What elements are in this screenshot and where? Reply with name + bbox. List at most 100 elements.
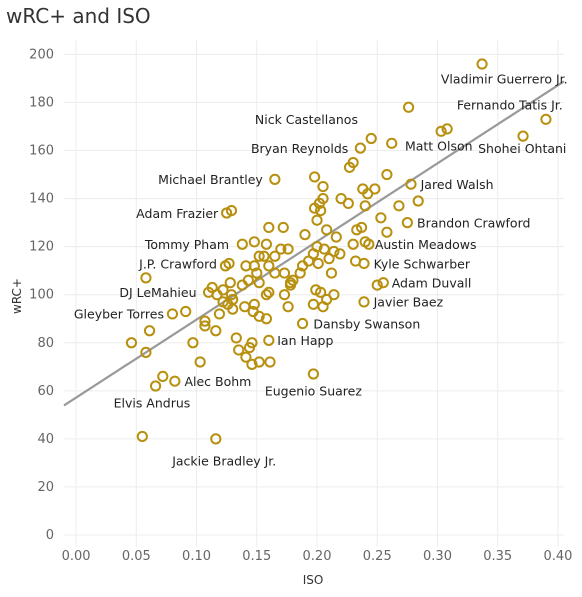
data-point[interactable]	[315, 205, 327, 217]
data-point[interactable]	[393, 200, 405, 212]
data-point[interactable]	[358, 257, 370, 270]
data-point[interactable]	[263, 286, 275, 298]
data-point[interactable]	[243, 341, 256, 354]
data-point[interactable]	[269, 267, 281, 279]
data-point[interactable]	[351, 224, 363, 236]
data-point[interactable]	[233, 344, 245, 356]
data-point[interactable]	[335, 192, 347, 205]
data-point[interactable]	[143, 325, 156, 337]
data-point[interactable]	[343, 161, 356, 173]
data-point[interactable]	[296, 260, 309, 272]
data-point[interactable]	[359, 200, 371, 212]
data-point[interactable]	[381, 168, 393, 181]
data-point[interactable]	[264, 356, 276, 368]
data-point[interactable]	[227, 303, 239, 315]
data-point[interactable]	[375, 212, 387, 224]
data-point[interactable]	[258, 250, 270, 262]
data-point[interactable]	[317, 180, 329, 193]
data-point[interactable]	[284, 277, 297, 289]
data-point[interactable]	[363, 238, 375, 250]
data-point[interactable]	[213, 308, 226, 320]
data-point[interactable]	[253, 277, 265, 289]
data-point[interactable]	[140, 272, 152, 284]
data-point[interactable]	[476, 58, 488, 70]
data-point[interactable]	[334, 248, 346, 260]
data-point[interactable]	[230, 332, 242, 344]
data-point[interactable]	[309, 171, 321, 183]
data-point[interactable]	[187, 337, 199, 349]
data-point[interactable]	[225, 289, 238, 301]
data-point[interactable]	[140, 346, 152, 358]
data-point[interactable]	[358, 296, 370, 308]
data-point[interactable]	[517, 130, 529, 142]
data-point[interactable]	[441, 123, 453, 135]
data-point[interactable]	[278, 289, 291, 301]
data-point[interactable]	[347, 238, 359, 250]
data-point[interactable]	[282, 243, 294, 255]
data-point[interactable]	[277, 221, 289, 234]
data-point[interactable]	[275, 243, 287, 255]
data-point[interactable]	[269, 250, 281, 262]
data-point[interactable]	[330, 231, 342, 243]
data-point[interactable]	[296, 317, 309, 330]
data-point[interactable]	[315, 286, 327, 298]
data-point[interactable]	[248, 236, 260, 248]
data-point[interactable]	[210, 325, 222, 337]
data-point[interactable]	[317, 192, 329, 205]
data-point[interactable]	[219, 260, 232, 272]
data-point[interactable]	[309, 202, 321, 214]
data-point[interactable]	[312, 257, 324, 270]
data-point[interactable]	[260, 313, 273, 325]
data-point[interactable]	[210, 433, 222, 445]
data-point[interactable]	[401, 217, 413, 229]
data-point[interactable]	[386, 137, 398, 149]
data-point[interactable]	[194, 356, 206, 368]
data-point[interactable]	[263, 334, 275, 346]
data-point[interactable]	[239, 301, 251, 313]
data-point[interactable]	[377, 277, 389, 289]
data-point[interactable]	[307, 368, 319, 380]
data-point[interactable]	[405, 178, 417, 190]
data-point[interactable]	[240, 260, 252, 272]
data-point[interactable]	[299, 229, 311, 241]
data-point[interactable]	[269, 173, 281, 185]
data-point[interactable]	[365, 132, 377, 145]
data-point[interactable]	[166, 308, 179, 320]
data-point[interactable]	[236, 238, 248, 250]
data-point[interactable]	[325, 267, 338, 279]
data-point[interactable]	[260, 289, 273, 301]
data-point[interactable]	[136, 430, 148, 443]
data-point[interactable]	[263, 221, 275, 234]
data-point[interactable]	[180, 305, 192, 318]
data-point[interactable]	[253, 250, 265, 262]
data-point[interactable]	[321, 224, 333, 236]
data-point[interactable]	[253, 310, 265, 322]
data-point[interactable]	[157, 370, 169, 382]
data-point[interactable]	[246, 358, 258, 370]
data-point[interactable]	[323, 253, 335, 265]
data-point[interactable]	[540, 113, 552, 125]
data-point[interactable]	[354, 142, 366, 154]
data-point[interactable]	[199, 315, 211, 327]
data-point[interactable]	[224, 277, 236, 289]
data-point[interactable]	[402, 101, 415, 113]
data-point[interactable]	[260, 238, 273, 250]
data-point[interactable]	[282, 301, 294, 313]
data-point[interactable]	[217, 284, 229, 296]
data-point[interactable]	[311, 214, 323, 226]
data-point[interactable]	[371, 279, 383, 291]
data-point[interactable]	[225, 205, 238, 217]
data-point[interactable]	[317, 301, 329, 313]
data-point[interactable]	[169, 375, 181, 387]
data-point[interactable]	[435, 125, 447, 137]
data-point[interactable]	[125, 337, 138, 349]
data-point[interactable]	[253, 356, 265, 368]
data-point[interactable]	[369, 183, 381, 195]
data-point[interactable]	[199, 320, 211, 332]
data-point[interactable]	[236, 279, 248, 291]
data-point[interactable]	[278, 267, 291, 279]
data-point[interactable]	[149, 380, 162, 392]
data-point[interactable]	[294, 267, 306, 279]
data-point[interactable]	[263, 260, 275, 272]
data-point[interactable]	[412, 195, 424, 207]
